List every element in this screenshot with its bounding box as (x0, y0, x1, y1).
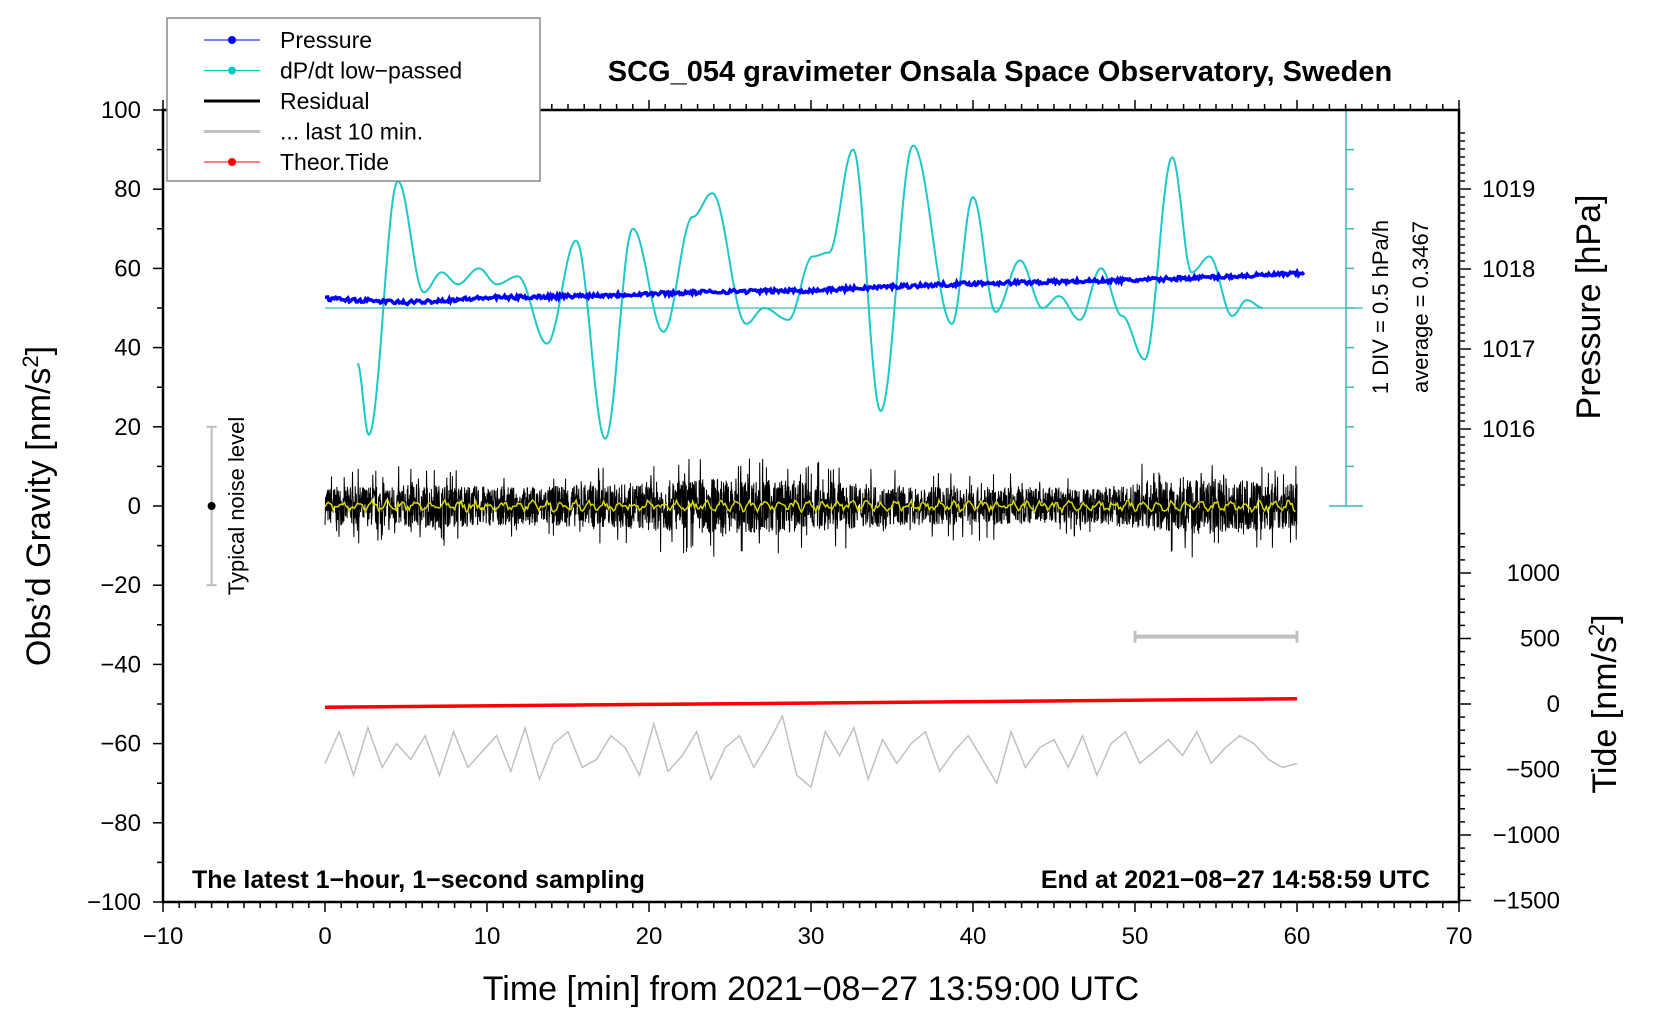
y-tick-label: −20 (100, 572, 141, 599)
noise-level-dot (207, 502, 216, 510)
annotation-bottom-right: End at 2021−08−27 14:58:59 UTC (1041, 866, 1430, 894)
x-tick-label: 50 (1122, 923, 1149, 950)
dpdt-series (356, 144, 1263, 440)
y-axis-label-left: Obs’d Gravity [nm/s2] (18, 346, 58, 666)
pressure-tick-label: 1018 (1482, 256, 1535, 283)
legend-label: Residual (280, 88, 370, 114)
div-label: 1 DIV = 0.5 hPa/h (1368, 220, 1393, 394)
legend-label: Pressure (280, 27, 372, 53)
legend-item: Residual (204, 88, 370, 114)
axis-ticks: −10 0 10 20 30 40 50 60 70100806040200−20−40−60−… (87, 97, 1560, 950)
x-tick-label: 70 (1446, 923, 1473, 950)
y-tick-label: −40 (100, 651, 141, 678)
legend-label: ... last 10 min. (280, 119, 423, 145)
y-tick-label: 60 (114, 255, 141, 282)
legend: Pressure dP/dt low−passed Residual ... last… (166, 17, 541, 182)
y-tick-label: 40 (114, 335, 141, 362)
x-axis-label: Time [min] from 2021−08−27 13:59:00 UTC (483, 970, 1139, 1008)
chart-title: SCG_054 gravimeter Onsala Space Observat… (608, 56, 1392, 88)
x-tick-label: 20 (636, 923, 663, 950)
y-tick-label: −80 (100, 810, 141, 837)
x-tick-label: 10 (474, 923, 501, 950)
y-axis-label-tide: Tide [nm/s2] (1584, 614, 1624, 793)
legend-item: Theor.Tide (204, 149, 389, 175)
noise-level-label: Typical noise level (224, 417, 249, 596)
tide-tick-label: −500 (1506, 757, 1560, 784)
legend-label: Theor.Tide (280, 149, 389, 175)
y-axis-label-pressure: Pressure [hPa] (1570, 195, 1608, 420)
y-tick-label: −60 (100, 731, 141, 758)
legend-swatch-marker (228, 66, 236, 75)
x-tick-label: 40 (960, 923, 987, 950)
residual-series (324, 458, 1298, 558)
y-tick-label: 0 (128, 493, 141, 520)
tide-tick-label: 500 (1520, 626, 1560, 653)
legend-swatch-marker (228, 158, 236, 166)
tide-tick-label: 1000 (1507, 560, 1560, 587)
y-tick-label: 100 (101, 97, 141, 124)
x-tick-label: −10 (143, 923, 184, 950)
average-label: average = 0.3467 (1408, 221, 1433, 393)
y-tick-label: −100 (87, 889, 141, 916)
pressure-tick-label: 1016 (1482, 416, 1535, 443)
legend-label: dP/dt low−passed (280, 58, 462, 84)
last-10-min-series (324, 713, 1298, 789)
pressure-tick-label: 1017 (1482, 336, 1535, 363)
tide-tick-label: −1500 (1493, 888, 1560, 915)
legend-item: Pressure (204, 27, 372, 53)
y-tick-label: 20 (114, 414, 141, 441)
plot-marks (206, 109, 1363, 789)
pressure-series (324, 267, 1306, 307)
x-tick-label: 60 (1284, 923, 1311, 950)
annotation-bottom-left: The latest 1−hour, 1−second sampling (192, 866, 645, 894)
legend-swatch-marker (228, 36, 236, 44)
x-tick-label: 0 (318, 923, 331, 950)
x-tick-label: 30 (798, 923, 825, 950)
tide-tick-label: 0 (1547, 691, 1560, 718)
residual-smoothed-series (324, 497, 1296, 515)
legend-item: ... last 10 min. (204, 119, 423, 145)
legend-item: dP/dt low−passed (204, 58, 462, 84)
y-tick-label: 80 (114, 176, 141, 203)
tide-tick-label: −1000 (1493, 822, 1560, 849)
pressure-tick-label: 1019 (1482, 176, 1535, 203)
theor-tide-series (324, 697, 1298, 710)
